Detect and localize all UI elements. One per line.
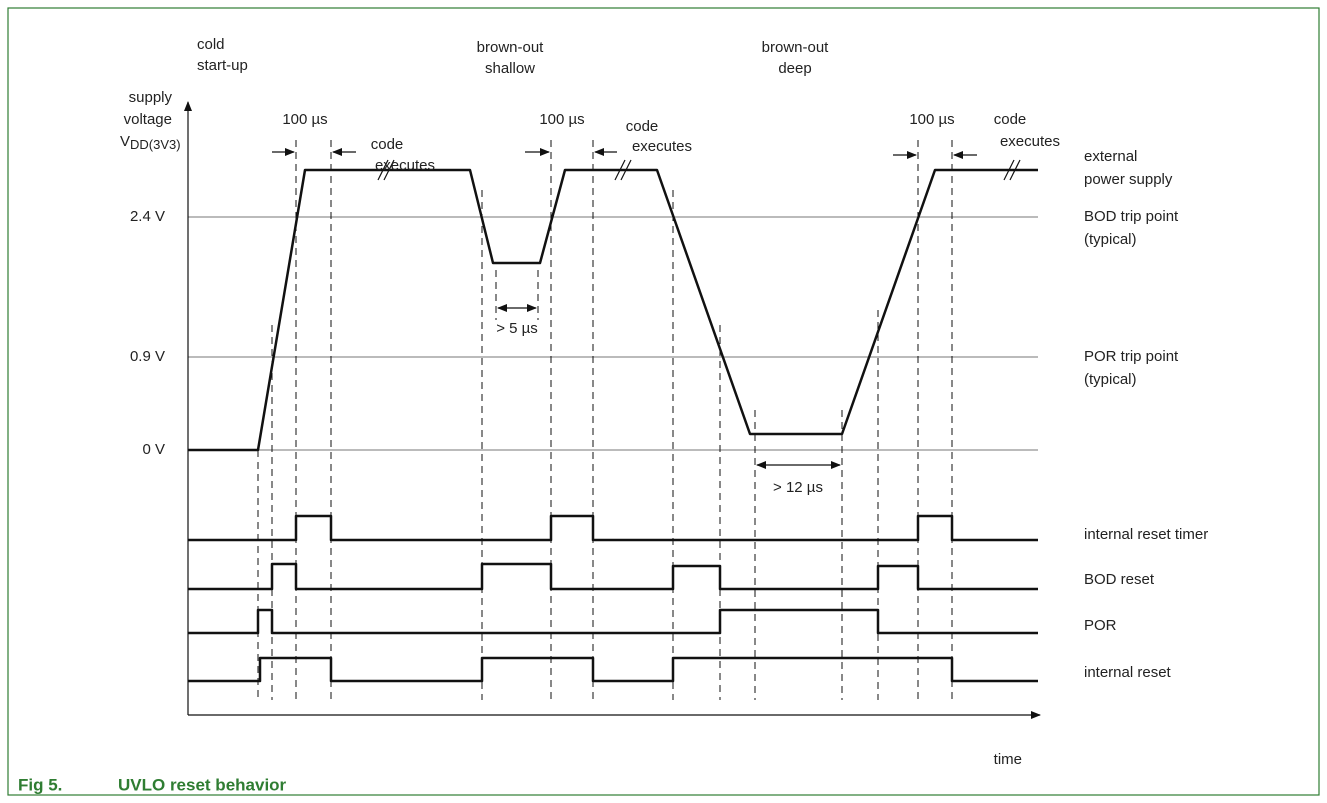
signal-label: (typical) <box>1084 371 1137 388</box>
break <box>1009 159 1021 181</box>
bod-reset-wave <box>188 562 1038 591</box>
signal-label: external <box>1084 148 1137 165</box>
delay-label: 100 µs <box>282 111 327 128</box>
event-label: brown-out <box>762 39 830 56</box>
timing-markers <box>257 140 953 700</box>
signal-label: BOD trip point <box>1084 208 1179 225</box>
reset-timer-wave <box>188 514 1038 542</box>
delay-label: 100 µs <box>539 111 584 128</box>
delay-label: 100 µs <box>909 111 954 128</box>
code-label: code <box>371 136 404 153</box>
por-wave <box>188 608 1038 635</box>
y-axis-label: supply <box>129 89 173 106</box>
break <box>383 159 395 181</box>
y-axis-symbol: VDD(3V3) <box>120 133 181 152</box>
break <box>377 159 389 181</box>
level-label: 0.9 V <box>130 348 165 365</box>
signal-label: BOD reset <box>1084 571 1155 588</box>
break <box>1003 159 1015 181</box>
symbol-main: V <box>120 133 130 150</box>
caption-title: UVLO reset behavior <box>118 775 287 794</box>
signal-label: (typical) <box>1084 231 1137 248</box>
code-label: executes <box>1000 133 1060 150</box>
event-label: brown-out <box>477 39 545 56</box>
timing-arrows <box>272 148 977 469</box>
level-label: 0 V <box>142 441 165 458</box>
code-label: code <box>626 118 659 135</box>
internal-reset-wave <box>188 656 1038 683</box>
levels <box>188 216 1038 451</box>
event-label: shallow <box>485 60 535 77</box>
duration-label: > 12 µs <box>773 479 823 496</box>
level-label: 2.4 V <box>130 208 165 225</box>
break-marks <box>377 159 1021 181</box>
code-label: executes <box>632 138 692 155</box>
code-label: executes <box>375 157 435 174</box>
supply-waveform <box>188 168 1038 452</box>
x-axis-label: time <box>994 751 1022 768</box>
signal-label: POR trip point <box>1084 348 1179 365</box>
symbol-sub: DD(3V3) <box>130 137 181 152</box>
frame <box>7 7 1320 796</box>
code-label: code <box>994 111 1027 128</box>
break <box>620 159 632 181</box>
event-label: cold <box>197 36 225 53</box>
break <box>614 159 626 181</box>
signal-label: internal reset <box>1084 664 1172 681</box>
signal-label: power supply <box>1084 171 1173 188</box>
event-label: deep <box>778 60 811 77</box>
signal-label: POR <box>1084 617 1117 634</box>
event-label: start-up <box>197 57 248 74</box>
signal-label: internal reset timer <box>1084 526 1208 543</box>
y-axis-label: voltage <box>124 111 172 128</box>
duration-label: > 5 µs <box>496 320 538 337</box>
caption-number: Fig 5. <box>18 775 62 794</box>
